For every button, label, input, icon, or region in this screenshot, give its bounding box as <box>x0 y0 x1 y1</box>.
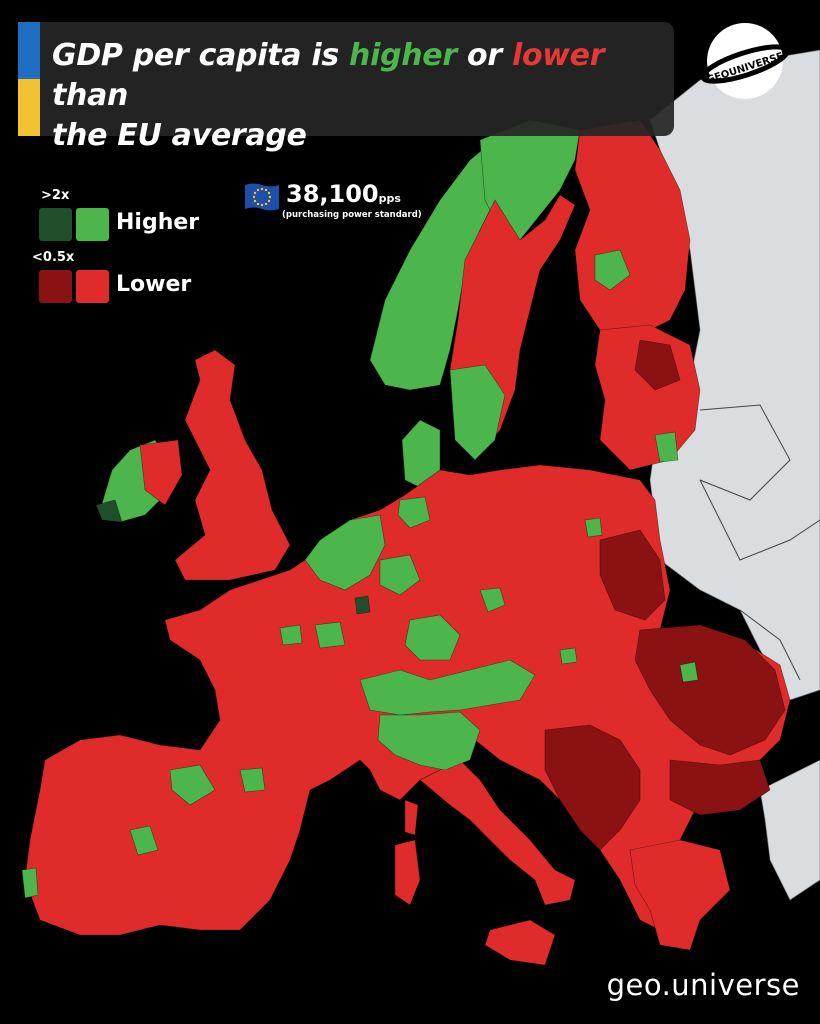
title-panel: GDP per capita is higher or lower than th… <box>18 22 674 153</box>
region-east-poland-dark <box>599 529 666 621</box>
eu-average-note: (purchasing power standard) <box>282 210 422 220</box>
legend-swatch-lower-strong <box>39 270 72 303</box>
region-ireland-east <box>139 439 183 506</box>
region-bulgaria-dark <box>669 759 771 816</box>
non-eu-land-turkey <box>759 759 820 901</box>
region-baltics-dark <box>634 339 681 391</box>
legend-swatch-higher <box>76 208 109 241</box>
eu-flag-icon <box>245 183 279 211</box>
eu-average-unit: pps <box>378 192 401 205</box>
region-bavaria <box>404 614 461 661</box>
region-luxembourg-dark <box>354 595 371 615</box>
region-romania-dark <box>634 624 786 756</box>
region-sweden-south <box>449 364 506 461</box>
region-estonia <box>654 431 679 463</box>
non-eu-land-east <box>649 49 820 701</box>
region-greece <box>629 839 731 951</box>
region-hamburg <box>397 496 431 529</box>
region-benelux <box>304 514 386 591</box>
legend-lower-label: Lower <box>116 272 192 297</box>
map-title: GDP per capita is higher or lower than th… <box>52 38 605 153</box>
region-corsica <box>404 799 419 836</box>
ukraine-flag-bar <box>18 22 40 136</box>
region-paris <box>279 624 303 646</box>
geouniverse-logo: GEOUNIVERSE <box>700 23 790 99</box>
region-great-britain <box>174 349 291 581</box>
region-sicily <box>484 919 556 966</box>
title-lower-word: lower <box>511 38 605 73</box>
region-warsaw <box>584 517 603 538</box>
region-ireland-dark <box>95 499 123 523</box>
region-sardinia <box>394 839 421 906</box>
region-madrid <box>129 825 159 856</box>
region-balkans-dark <box>544 724 641 851</box>
region-basque <box>239 767 266 793</box>
region-lyon <box>314 621 346 649</box>
footer-handle: geo.universe <box>606 968 800 1002</box>
region-catalonia <box>169 764 216 806</box>
region-italy <box>419 759 576 906</box>
legend-higher-threshold: >2x <box>41 188 70 203</box>
region-bucharest <box>679 661 699 683</box>
region-prague <box>479 587 506 613</box>
legend-swatch-higher-strong <box>39 208 72 241</box>
region-lisbon <box>21 867 39 899</box>
region-finland-helsinki <box>594 249 631 291</box>
title-higher-word: higher <box>349 38 457 73</box>
region-germany-mid <box>379 554 421 596</box>
region-north-italy <box>377 711 481 771</box>
legend-higher-label: Higher <box>116 210 200 235</box>
eu-average-value: 38,100pps <box>286 180 401 208</box>
legend-lower-threshold: <0.5x <box>32 250 75 265</box>
legend-swatch-lower <box>76 270 109 303</box>
region-budapest <box>559 647 578 665</box>
